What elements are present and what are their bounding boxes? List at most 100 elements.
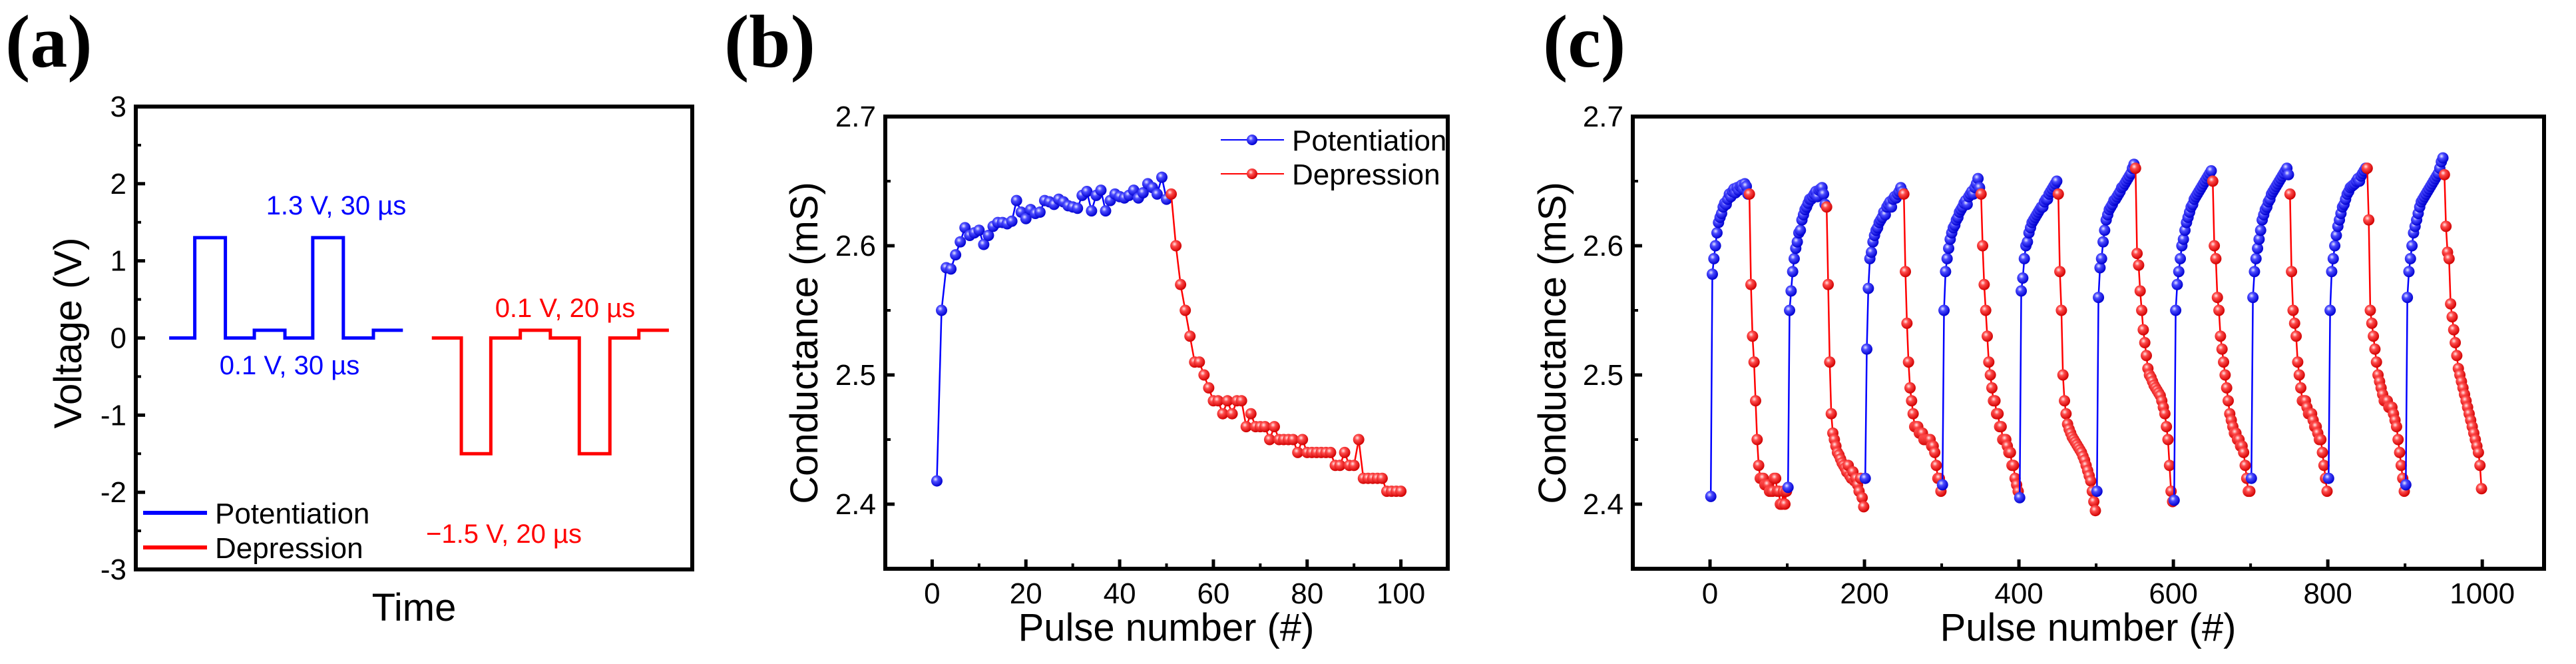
depression-point <box>2141 350 2153 362</box>
potentiation-point <box>1791 236 1803 248</box>
y-tick-label: -3 <box>101 553 126 586</box>
depression-point <box>1779 498 1791 510</box>
potentiation-point <box>2249 266 2260 278</box>
depression-point <box>1906 395 1918 407</box>
depression-point <box>1992 408 2004 420</box>
depression-point <box>2284 188 2296 200</box>
potentiation-point <box>2017 272 2029 284</box>
depression-point <box>2213 304 2225 316</box>
y-tick-label: 2 <box>110 168 126 200</box>
potentiation-point <box>2173 266 2185 278</box>
x-tick-label: 200 <box>1840 577 1888 610</box>
depression-point <box>1770 472 1782 484</box>
depression-point <box>2207 175 2219 187</box>
potentiation-point <box>1086 205 1098 217</box>
potentiation-point <box>1100 205 1112 217</box>
depression-point <box>2059 395 2071 407</box>
potentiation-point <box>2403 266 2415 278</box>
depression-point <box>2451 350 2463 362</box>
depression-point <box>1175 278 1187 290</box>
depression-point <box>2288 317 2300 329</box>
panel-label: (b) <box>724 1 815 83</box>
x-tick-label: 0 <box>1702 577 1718 610</box>
y-tick-label: 2.5 <box>1583 359 1623 392</box>
depression-point <box>1263 434 1275 446</box>
depression-point <box>1821 201 1832 213</box>
x-tick-label: 800 <box>2303 577 2352 610</box>
depression-point <box>1995 421 2007 433</box>
x-tick-label: 600 <box>2149 577 2197 610</box>
depression-point <box>1743 188 1755 200</box>
depression-point <box>2438 168 2450 180</box>
y-tick-label: -1 <box>101 399 126 432</box>
depression-point <box>2133 259 2145 271</box>
potentiation-point <box>2175 252 2187 264</box>
y-axis-title: Conductance (mS) <box>783 182 826 504</box>
depression-point <box>2315 434 2327 446</box>
x-tick-label: 0 <box>924 577 940 610</box>
depression-point <box>1751 434 1763 446</box>
depression-point <box>2054 266 2066 278</box>
potentiation-point <box>973 224 985 236</box>
legend-marker-depression <box>1247 168 1257 179</box>
potentiation-point <box>2095 252 2107 264</box>
potentiation-point <box>2330 229 2342 241</box>
depression-point <box>2162 434 2174 446</box>
potentiation-line <box>2328 167 2367 479</box>
y-tick-label: 2.5 <box>835 359 876 392</box>
depression-point <box>1983 356 1995 368</box>
panel-c: (c) Conductance (mS) Pulse number (#) 2.… <box>1531 1 2546 649</box>
depression-point <box>2321 486 2333 498</box>
depression-point <box>2163 460 2175 472</box>
potentiation-point <box>1782 482 1794 494</box>
depression-point <box>1986 382 1998 394</box>
depression-point <box>2139 337 2151 348</box>
x-axis-title: Pulse number (#) <box>1018 606 1315 649</box>
depression-point <box>2363 214 2375 226</box>
depression-point <box>1856 492 1868 503</box>
depression-point <box>2366 317 2378 329</box>
depression-point <box>1376 472 1388 484</box>
depression-point <box>2364 304 2376 316</box>
y-axis-title: Conductance (mS) <box>1531 182 1574 504</box>
potentiation-point <box>950 249 962 261</box>
depression-point <box>2131 248 2143 260</box>
potentiation-point <box>1859 472 1871 484</box>
depression-point <box>2089 505 2101 517</box>
depression-point <box>1235 395 1247 407</box>
potentiation-point <box>2282 168 2294 180</box>
y-tick-label: 2.7 <box>1583 101 1623 133</box>
x-axis-title: Pulse number (#) <box>1940 606 2237 649</box>
depression-point <box>2008 460 2020 472</box>
depression-point <box>2129 163 2141 174</box>
depression-point <box>2219 369 2231 381</box>
potentiation-point <box>1941 252 1953 264</box>
depression-point <box>1929 446 1941 458</box>
x-tick-label: 60 <box>1197 577 1229 610</box>
depression-point <box>1900 266 1912 278</box>
potentiation-point <box>1020 212 1032 224</box>
potentiation-point <box>2093 292 2105 304</box>
depression-point <box>1978 278 1990 290</box>
potentiation-point <box>2322 472 2334 484</box>
depression-point <box>2060 408 2072 420</box>
panel-b: (b) Conductance (mS) Pulse number (#) Po… <box>724 1 1450 649</box>
potentiation-point <box>2171 278 2183 290</box>
potentiation-point <box>2404 252 2416 264</box>
y-tick-label: 1 <box>110 245 126 278</box>
x-tick-label: 40 <box>1104 577 1136 610</box>
potentiation-point <box>2170 304 2182 316</box>
depression-point <box>1982 330 1994 342</box>
depression-point <box>2137 324 2149 336</box>
potentiation-point <box>1095 184 1107 196</box>
depression-point <box>2215 330 2227 342</box>
plot-frame <box>1631 115 2546 571</box>
potentiation-point <box>1936 479 1948 491</box>
depression-point <box>2222 395 2234 407</box>
legend-label-potentiation: Potentiation <box>1292 125 1446 157</box>
depression-point <box>2057 369 2069 381</box>
x-tick-label: 400 <box>1994 577 2043 610</box>
potentiation-point <box>2168 494 2180 506</box>
depression-point <box>2134 285 2146 297</box>
depression-point <box>2218 356 2230 368</box>
